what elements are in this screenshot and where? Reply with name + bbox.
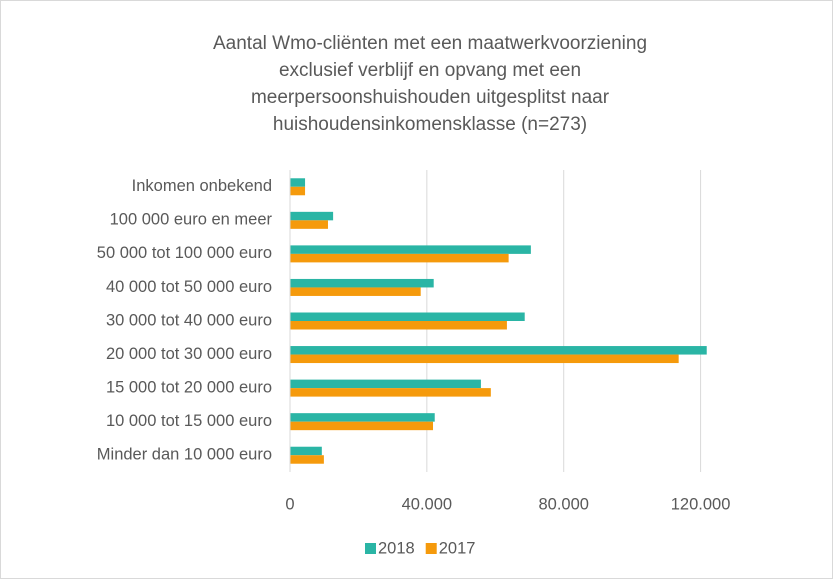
- y-tick-label: 50 000 tot 100 000 euro: [97, 244, 272, 262]
- bar: [290, 446, 322, 456]
- legend-swatch: [365, 543, 376, 554]
- y-tick-label: 100 000 euro en meer: [110, 211, 273, 229]
- bar: [290, 379, 481, 389]
- bar: [290, 413, 435, 422]
- x-tick-label: 40.000: [402, 495, 452, 513]
- chart-title: Aantal Wmo-cliënten met een maatwerkvoor…: [213, 33, 647, 54]
- y-tick-label: Inkomen onbekend: [132, 177, 272, 195]
- bar: [290, 253, 509, 263]
- bar: [290, 287, 421, 296]
- legend-label: 2017: [439, 539, 476, 557]
- bar: [290, 278, 434, 288]
- bar: [290, 421, 434, 431]
- bar: [290, 178, 306, 187]
- y-tick-label: Minder dan 10 000 euro: [97, 446, 272, 464]
- bar: [290, 220, 328, 229]
- bar: [290, 321, 507, 330]
- bar: [290, 186, 306, 196]
- y-tick-label: 40 000 tot 50 000 euro: [106, 278, 272, 296]
- legend-label: 2018: [378, 539, 415, 557]
- chart-title: exclusief verblijf en opvang met een: [279, 60, 581, 81]
- legend-swatch: [425, 543, 437, 554]
- bar: [290, 245, 531, 254]
- bar: [290, 388, 491, 397]
- bar: [290, 354, 679, 364]
- chart-title: huishoudensinkomensklasse (n=273): [273, 114, 587, 135]
- bar: [290, 312, 525, 321]
- x-tick-label: 0: [285, 495, 294, 513]
- bar: [290, 211, 334, 221]
- y-tick-label: 20 000 tot 30 000 euro: [106, 345, 272, 363]
- bar: [290, 455, 324, 464]
- y-tick-label: 15 000 tot 20 000 euro: [106, 378, 272, 396]
- y-tick-label: 30 000 tot 40 000 euro: [106, 311, 272, 329]
- y-tick-label: 10 000 tot 15 000 euro: [106, 412, 272, 430]
- bar: [290, 346, 707, 355]
- chart-title: meerpersoonshuishouden uitgesplitst naar: [251, 87, 610, 108]
- x-tick-label: 120.000: [671, 495, 731, 513]
- x-tick-label: 80.000: [538, 495, 588, 513]
